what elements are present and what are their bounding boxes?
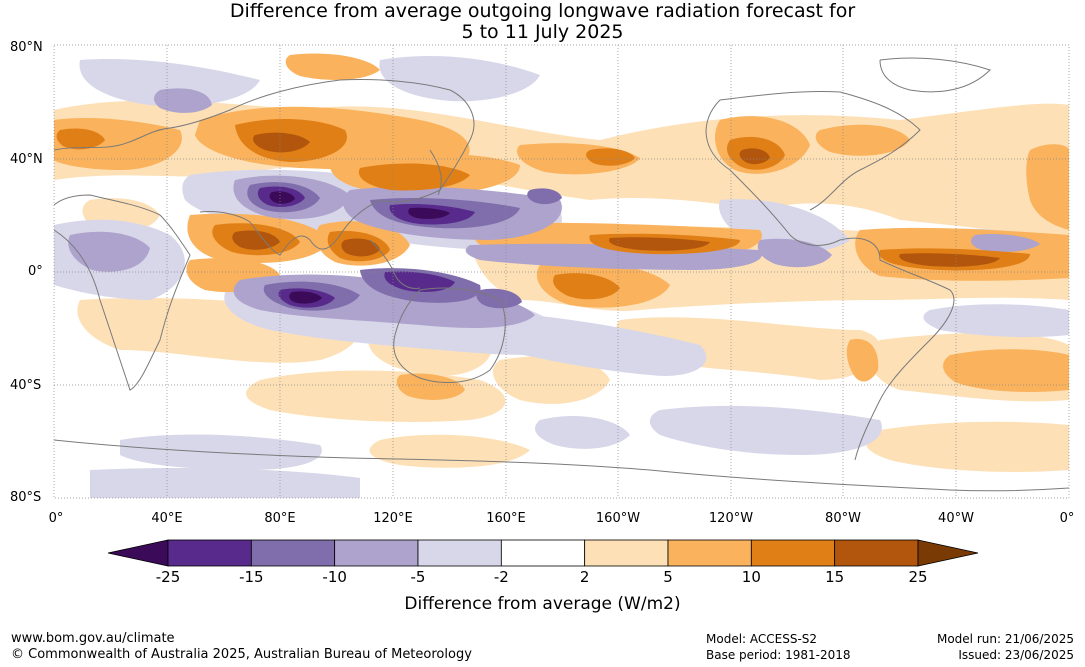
lon-label-80e: 80°E — [264, 511, 296, 526]
lon-label-160w: 160°W — [595, 511, 641, 526]
colorbar-segment — [334, 539, 419, 567]
anomaly-below-minus-25-cores — [269, 191, 450, 304]
lon-label-0-east: 0° — [1059, 511, 1075, 526]
coastlines — [54, 57, 1069, 492]
colorbar-label: Difference from average (W/m2) — [404, 594, 681, 614]
lon-label-80w: 80°W — [825, 511, 861, 526]
colorbar-segment — [417, 539, 502, 567]
colorbar-segment — [750, 539, 836, 567]
colorbar-tick: -10 — [322, 568, 347, 586]
footer-issued: Issued: 23/06/2025 — [958, 648, 1074, 662]
colorbar-tick: 10 — [741, 568, 761, 586]
lon-label-40w: 40°W — [938, 511, 974, 526]
map-title-line-1: Difference from average outgoing longwav… — [229, 0, 856, 22]
footer-model-run: Model run: 21/06/2025 — [936, 632, 1074, 646]
anomaly-15-to-25-regions — [232, 132, 1000, 267]
colorbar-tick: 2 — [579, 568, 590, 586]
footer-model: Model: ACCESS-S2 — [706, 632, 818, 646]
colorbar-segment — [250, 539, 336, 567]
colorbar-extend-high — [917, 539, 979, 567]
colorbar-segment — [584, 539, 669, 567]
lon-label-40e: 40°E — [151, 511, 183, 526]
lat-label-40s: 40°S — [10, 378, 42, 393]
lat-label-80s: 80°S — [10, 490, 42, 505]
colorbar-tick: 5 — [663, 568, 673, 586]
footer-base-period: Base period: 1981-2018 — [706, 648, 851, 662]
lon-label-120w: 120°W — [708, 511, 754, 526]
colorbar-segment — [167, 539, 252, 567]
footer-site-link[interactable]: www.bom.gov.au/climate — [11, 631, 175, 646]
lon-label-0-west: 0° — [48, 511, 64, 526]
map-title-line-2: 5 to 11 July 2025 — [461, 21, 624, 43]
colorbar-tick: 15 — [825, 568, 845, 586]
lon-label-120e: 120°E — [373, 511, 413, 526]
colorbar-segment — [667, 539, 752, 567]
colorbar-segment — [834, 539, 919, 567]
colorbar-tick: -25 — [155, 568, 181, 586]
map-plot-area — [54, 45, 1069, 498]
lat-label-40n: 40°N — [10, 152, 43, 167]
colorbar-tick: 25 — [908, 568, 928, 586]
footer-copyright: © Commonwealth of Australia 2025, Austra… — [11, 647, 472, 662]
colorbar-tick: -5 — [410, 568, 426, 586]
graticule — [53, 44, 1070, 499]
colorbar — [107, 539, 979, 567]
colorbar-tick: -15 — [239, 568, 264, 586]
colorbar-segment — [500, 539, 586, 567]
colorbar-tick: -2 — [493, 568, 509, 586]
lat-label-80n: 80°N — [10, 40, 43, 55]
colorbar-extend-low — [107, 539, 169, 567]
lat-label-equator: 0° — [28, 264, 43, 279]
lon-label-160e: 160°E — [486, 511, 526, 526]
